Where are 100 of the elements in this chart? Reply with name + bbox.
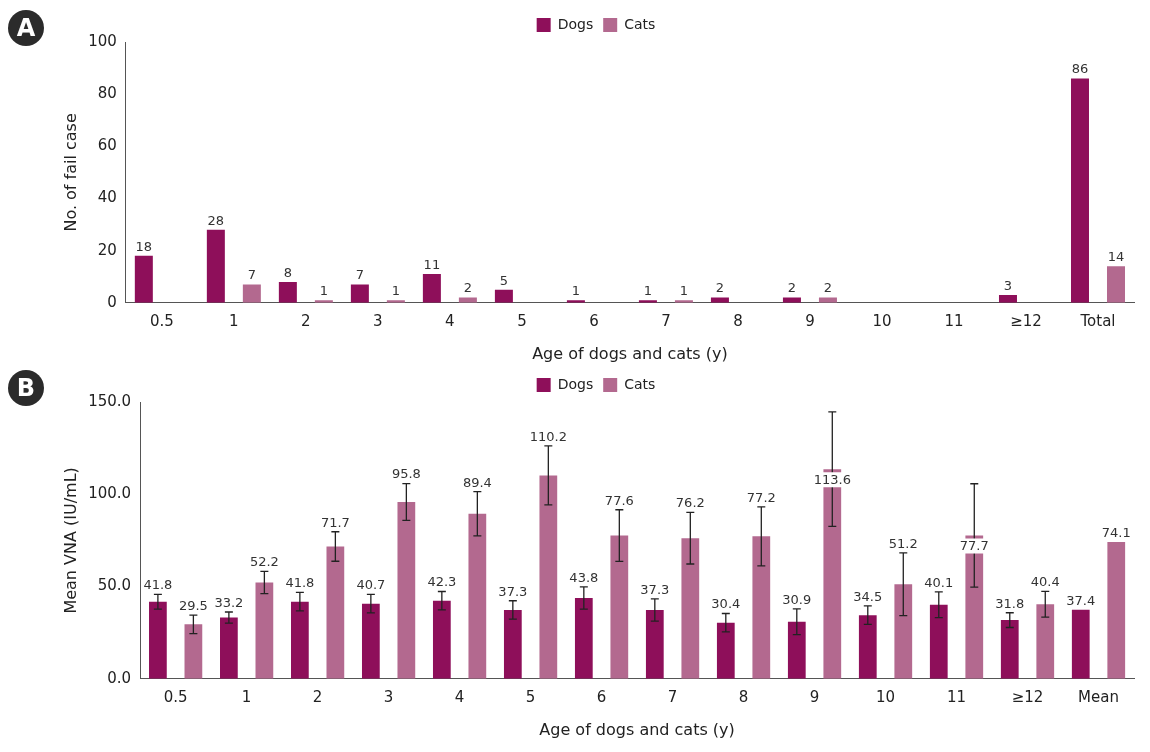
legend-label: Cats: [624, 15, 656, 32]
bar: [184, 624, 203, 679]
data-label: 8: [283, 264, 292, 280]
data-label: 86: [1071, 61, 1089, 77]
bar: [494, 289, 513, 303]
data-label: 7: [355, 267, 365, 283]
data-label: 14: [1107, 249, 1125, 265]
legend-label: Dogs: [557, 375, 594, 392]
data-label: 33.2: [214, 594, 244, 610]
bar: [422, 274, 441, 303]
data-label: 18: [135, 238, 153, 254]
data-label: 3: [1003, 277, 1013, 293]
data-label: 1: [643, 283, 653, 299]
bar: [350, 284, 369, 303]
x-tick-label: 1: [229, 311, 239, 330]
data-label: 40.4: [1030, 574, 1060, 590]
y-axis-title: No. of fail case: [60, 113, 80, 232]
bar: [220, 617, 238, 679]
data-label: 30.9: [782, 591, 812, 607]
data-label: 1: [571, 283, 581, 299]
x-tick-label: 7: [667, 687, 678, 706]
x-tick-label: 3: [383, 687, 394, 706]
x-tick-label: 9: [809, 687, 820, 706]
data-label: 71.7: [320, 514, 350, 530]
bar: [134, 255, 153, 303]
bar: [361, 603, 380, 679]
y-tick-label: 0: [107, 292, 117, 311]
data-label: 40.7: [356, 577, 386, 593]
data-label: 1: [679, 283, 689, 299]
bar: [858, 615, 877, 679]
y-tick-label: 0.0: [107, 668, 132, 687]
x-tick-label: 11: [946, 687, 967, 706]
y-tick-label: 60: [97, 136, 117, 155]
data-label: 5: [499, 272, 509, 288]
data-label: 40.1: [924, 574, 954, 590]
text: A: [8, 10, 44, 46]
x-tick-label: 6: [589, 311, 599, 330]
x-tick-label: 3: [373, 311, 383, 330]
data-label: 74.1: [1101, 524, 1131, 540]
data-label: 51.2: [888, 535, 918, 551]
data-label: 31.8: [995, 595, 1025, 611]
y-tick-label: 50.0: [97, 576, 132, 595]
x-tick-label: ≥12: [1011, 687, 1044, 706]
legend-label: Dogs: [557, 15, 594, 32]
bar: [1071, 609, 1090, 679]
bar: [574, 597, 593, 679]
bar: [645, 609, 664, 679]
data-label: 28: [207, 212, 225, 228]
data-label: 37.4: [1066, 592, 1096, 608]
data-label: 77.2: [746, 489, 776, 505]
bar: [432, 600, 451, 679]
x-tick-label: 2: [301, 311, 311, 330]
bar: [610, 535, 629, 679]
legend-label: Cats: [624, 375, 656, 392]
x-tick-label: 0.5: [163, 687, 188, 706]
data-label: 113.6: [813, 472, 851, 488]
data-label: 34.5: [853, 588, 883, 604]
data-label: 41.8: [285, 575, 315, 591]
x-tick-label: 8: [738, 687, 749, 706]
x-tick-label: 4: [454, 687, 465, 706]
x-tick-label: 11: [944, 311, 964, 330]
y-tick-label: 80: [97, 84, 117, 103]
x-tick-label: 7: [661, 311, 671, 330]
data-label: 95.8: [391, 466, 421, 482]
x-tick-label: 8: [733, 311, 743, 330]
x-tick-label: 4: [445, 311, 455, 330]
x-tick-label: 10: [875, 687, 896, 706]
data-label: 89.4: [462, 474, 492, 490]
x-tick-label: Total: [1079, 311, 1116, 330]
data-label: 2: [823, 280, 833, 296]
data-label: 2: [715, 280, 725, 296]
y-tick-label: 40: [97, 188, 117, 207]
bar: [716, 622, 735, 679]
bar: [752, 536, 771, 679]
data-label: 2: [787, 280, 797, 296]
data-label: 37.3: [498, 583, 528, 599]
data-label: 76.2: [675, 495, 705, 511]
text: B: [8, 370, 44, 406]
bar: [539, 475, 558, 679]
bar: [1106, 266, 1125, 303]
data-label: 42.3: [427, 574, 457, 590]
bar: [397, 502, 416, 679]
bar: [1000, 620, 1019, 679]
bar: [894, 584, 913, 679]
x-tick-label: Mean: [1078, 687, 1119, 706]
data-label: 41.8: [143, 577, 173, 593]
bar: [242, 284, 261, 303]
data-label: 52.2: [249, 554, 279, 570]
data-label: 7: [247, 267, 256, 283]
y-tick-label: 100.0: [88, 484, 132, 503]
bar: [278, 281, 297, 303]
bar: [1036, 604, 1055, 679]
data-label: 11: [423, 256, 441, 272]
y-axis-title: Mean VNA (IU/mL): [60, 467, 80, 614]
bar: [291, 601, 309, 679]
data-label: 37.3: [640, 581, 670, 597]
bar: [503, 609, 522, 679]
x-tick-label: 5: [517, 311, 527, 330]
bar: [1070, 78, 1089, 303]
x-tick-label: 10: [872, 311, 892, 330]
